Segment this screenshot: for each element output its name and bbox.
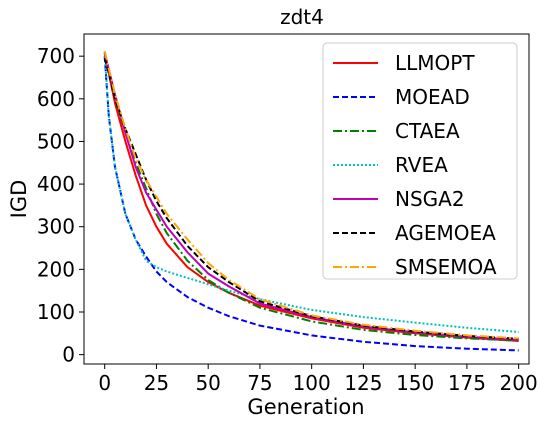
y-tick-label: 100 bbox=[37, 300, 75, 324]
x-tick-label: 100 bbox=[293, 371, 331, 395]
plot-frame bbox=[83, 33, 530, 365]
series-line-rvea bbox=[103, 51, 519, 333]
legend: LLMOPT MOEAD CTAEA RVEA NSGA2 AGEMOEA SMSEMOA bbox=[322, 42, 518, 280]
y-tick-label: 200 bbox=[37, 257, 75, 281]
y-tick-label: 300 bbox=[37, 215, 75, 239]
legend-label-nsga2: NSGA2 bbox=[395, 187, 465, 211]
x-tick-label: 50 bbox=[195, 371, 220, 395]
chart-title: zdt4 bbox=[280, 5, 324, 29]
x-tick-label: 200 bbox=[500, 371, 538, 395]
series-line-llmopt bbox=[103, 53, 519, 342]
y-tick-label: 400 bbox=[37, 172, 75, 196]
y-tick-label: 700 bbox=[37, 44, 75, 68]
x-tick-label: 150 bbox=[396, 371, 434, 395]
legend-label-moead: MOEAD bbox=[395, 85, 470, 109]
series-line-moead bbox=[103, 56, 519, 352]
legend-label-smsemoa: SMSEMOA bbox=[395, 255, 497, 279]
y-tick-label: 600 bbox=[37, 87, 75, 111]
series-layer bbox=[103, 50, 519, 352]
y-tick-label: 0 bbox=[62, 343, 75, 367]
legend-label-llmopt: LLMOPT bbox=[395, 51, 475, 75]
y-axis: 0 100 200 300 400 500 600 700 bbox=[37, 44, 84, 367]
x-tick-label: 0 bbox=[98, 371, 111, 395]
y-axis-label: IGD bbox=[7, 180, 31, 219]
x-tick-label: 25 bbox=[144, 371, 169, 395]
legend-label-agemoea: AGEMOEA bbox=[395, 221, 496, 245]
legend-frame bbox=[322, 42, 518, 280]
x-tick-label: 175 bbox=[448, 371, 486, 395]
x-tick-label: 75 bbox=[247, 371, 272, 395]
x-tick-label: 125 bbox=[344, 371, 382, 395]
x-axis-label: Generation bbox=[247, 395, 364, 419]
y-tick-label: 500 bbox=[37, 129, 75, 153]
legend-label-rvea: RVEA bbox=[395, 153, 448, 177]
legend-label-ctaea: CTAEA bbox=[395, 119, 460, 143]
series-line-smsemoa bbox=[103, 50, 519, 340]
x-axis: 0 25 50 75 100 125 150 175 200 bbox=[98, 364, 538, 395]
